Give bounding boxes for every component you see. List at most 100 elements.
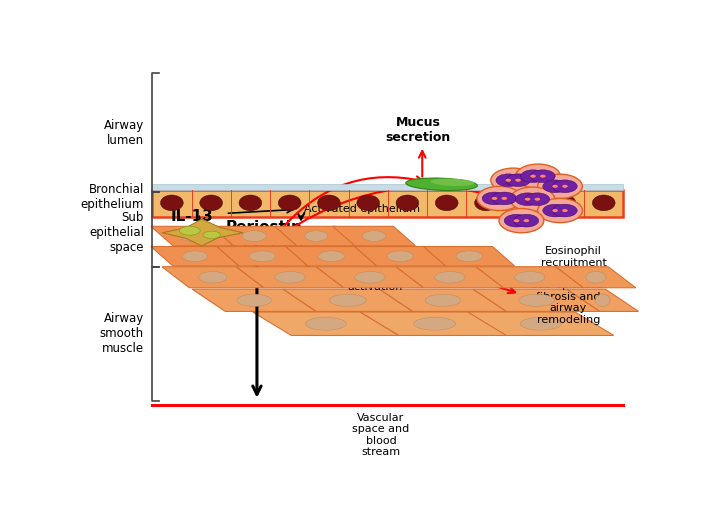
Bar [152, 184, 624, 190]
Ellipse shape [520, 317, 561, 330]
Text: Sub-epithelial
fibrosis and
airway
remodeling: Sub-epithelial fibrosis and airway remod… [530, 280, 606, 325]
Ellipse shape [552, 185, 558, 188]
Ellipse shape [562, 209, 567, 212]
Polygon shape [396, 267, 503, 288]
Text: Activated epithelium: Activated epithelium [304, 204, 419, 214]
Ellipse shape [538, 198, 582, 223]
Ellipse shape [525, 198, 530, 201]
Ellipse shape [431, 178, 474, 186]
Polygon shape [316, 267, 424, 288]
Text: Airway
lumen: Airway lumen [104, 119, 144, 146]
Ellipse shape [592, 195, 615, 211]
Ellipse shape [482, 192, 507, 205]
Ellipse shape [363, 230, 385, 242]
Ellipse shape [514, 214, 539, 227]
Ellipse shape [540, 175, 545, 177]
Ellipse shape [239, 195, 262, 211]
Ellipse shape [562, 185, 567, 188]
Ellipse shape [200, 195, 223, 211]
Ellipse shape [278, 195, 301, 211]
Ellipse shape [542, 180, 567, 193]
Text: Vascular
space and
blood
stream: Vascular space and blood stream [352, 413, 410, 457]
Ellipse shape [519, 294, 555, 307]
Ellipse shape [515, 164, 560, 188]
Ellipse shape [203, 231, 220, 238]
Ellipse shape [535, 198, 540, 201]
Ellipse shape [275, 271, 305, 283]
Text: TGF-β
activation: TGF-β activation [348, 270, 403, 292]
Polygon shape [424, 247, 515, 266]
Ellipse shape [357, 195, 380, 211]
Ellipse shape [242, 230, 266, 242]
Ellipse shape [181, 230, 204, 242]
Ellipse shape [318, 195, 341, 211]
Ellipse shape [250, 251, 276, 261]
Ellipse shape [514, 195, 537, 211]
Ellipse shape [586, 271, 606, 283]
Polygon shape [151, 247, 239, 266]
Polygon shape [275, 226, 358, 246]
Ellipse shape [525, 193, 550, 206]
Ellipse shape [198, 271, 227, 283]
Polygon shape [380, 289, 506, 311]
Ellipse shape [179, 226, 201, 235]
Polygon shape [556, 267, 636, 288]
Text: Mucus
secretion: Mucus secretion [385, 116, 451, 144]
Polygon shape [333, 226, 415, 246]
Ellipse shape [530, 175, 536, 177]
Ellipse shape [435, 195, 458, 211]
Ellipse shape [506, 174, 530, 186]
Text: Bronchial
epithelium: Bronchial epithelium [80, 183, 144, 211]
Ellipse shape [552, 209, 558, 212]
Ellipse shape [515, 178, 521, 182]
Ellipse shape [434, 271, 465, 283]
Polygon shape [211, 226, 297, 246]
Ellipse shape [514, 219, 519, 222]
Ellipse shape [477, 186, 522, 211]
Text: Eosinophil
recruitment: Eosinophil recruitment [541, 246, 606, 268]
Bar [152, 190, 624, 217]
Polygon shape [151, 226, 233, 246]
Ellipse shape [496, 174, 520, 186]
Polygon shape [468, 312, 614, 335]
Ellipse shape [396, 195, 419, 211]
Ellipse shape [499, 208, 544, 233]
Ellipse shape [237, 294, 272, 307]
Polygon shape [567, 289, 638, 311]
Polygon shape [283, 289, 412, 311]
Ellipse shape [530, 170, 555, 183]
Ellipse shape [492, 197, 497, 200]
Polygon shape [355, 247, 446, 266]
Polygon shape [253, 312, 399, 335]
Polygon shape [286, 247, 377, 266]
Ellipse shape [515, 193, 540, 206]
Text: IL-13: IL-13 [171, 209, 214, 224]
Ellipse shape [355, 271, 385, 283]
Polygon shape [236, 267, 343, 288]
Ellipse shape [492, 192, 517, 205]
Ellipse shape [304, 230, 328, 242]
Ellipse shape [506, 178, 511, 182]
Ellipse shape [552, 204, 577, 217]
Ellipse shape [595, 294, 610, 307]
Text: Sub
epithelial
space: Sub epithelial space [89, 211, 144, 254]
Ellipse shape [520, 170, 545, 183]
Polygon shape [162, 267, 264, 288]
Polygon shape [162, 219, 243, 246]
Ellipse shape [538, 174, 582, 198]
Ellipse shape [161, 195, 183, 211]
Ellipse shape [387, 251, 413, 261]
Ellipse shape [504, 214, 529, 227]
Ellipse shape [406, 178, 477, 191]
Ellipse shape [306, 317, 346, 330]
Ellipse shape [552, 180, 577, 193]
Text: Periostin
secretion: Periostin secretion [224, 220, 304, 252]
Polygon shape [192, 289, 316, 311]
Ellipse shape [319, 251, 344, 261]
Ellipse shape [183, 251, 208, 261]
Polygon shape [476, 267, 584, 288]
Ellipse shape [501, 197, 507, 200]
Ellipse shape [491, 168, 535, 192]
Ellipse shape [553, 195, 576, 211]
Ellipse shape [414, 317, 456, 330]
